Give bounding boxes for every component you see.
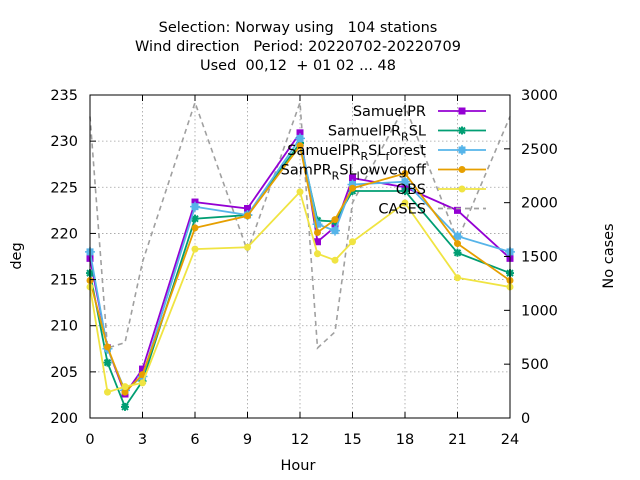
data-point-obs (139, 379, 146, 386)
y2-axis-label: No cases (601, 223, 617, 288)
y-tick-label: 235 (50, 88, 78, 104)
data-point-sampr-r-sl-l-owvegoff (332, 216, 339, 223)
x-tick-label: 24 (501, 432, 519, 448)
x-tick-label: 18 (396, 432, 414, 448)
data-point-sampr-r-sl-l-owvegoff (454, 240, 461, 247)
y2-tick-label: 500 (521, 357, 549, 373)
data-point-sampr-r-sl-l-owvegoff (244, 212, 251, 219)
legend-label-samuelpr-r-sl-f-orest: SamuelPRRSLforest (287, 143, 426, 163)
legend-label-part: SL (409, 124, 426, 140)
data-point-samuelpr-r-sl-f-orest (330, 226, 340, 236)
y-tick-label: 205 (50, 365, 78, 381)
legend-label-part: SamuelPR (353, 104, 426, 120)
x-tick-label: 9 (243, 432, 252, 448)
data-point-samuelpr-r-sl (121, 403, 129, 411)
data-point-sampr-r-sl-l-owvegoff (192, 224, 199, 231)
data-point-obs (332, 257, 339, 264)
legend-marker-samuelpr-r-sl-f-orest (457, 145, 467, 155)
y-tick-label: 230 (50, 134, 78, 150)
y-tick-label: 215 (50, 273, 78, 289)
legend-marker-sampr-r-sl-l-owvegoff (459, 166, 466, 173)
data-point-obs (314, 250, 321, 257)
x-tick-label: 3 (138, 432, 147, 448)
data-point-samuelpr-r-sl (454, 249, 462, 257)
y2-tick-label: 2000 (521, 196, 558, 212)
legend-label-part: SL (368, 143, 385, 159)
data-point-obs (297, 188, 304, 195)
legend-label-part: CASES (378, 202, 426, 218)
legend-label-part: orest (389, 143, 426, 159)
data-point-samuelpr-r-sl-f-orest (313, 219, 323, 229)
legend-marker-samuelpr (459, 108, 466, 115)
y2-tick-label: 3000 (521, 88, 558, 104)
y-axis-label: deg (9, 242, 25, 269)
y-tick-label: 225 (50, 180, 78, 196)
x-tick-label: 0 (85, 432, 94, 448)
x-tick-label: 12 (291, 432, 309, 448)
y-tick-label: 220 (50, 226, 78, 242)
legend-label-part: SamuelPR (287, 143, 360, 159)
legend-label-part: SamuelPR (328, 124, 401, 140)
data-point-sampr-r-sl-l-owvegoff (104, 343, 111, 350)
legend-label-cases: CASES (378, 202, 426, 218)
data-point-obs (454, 274, 461, 281)
legend-marker-obs (459, 186, 466, 193)
y-tick-label: 200 (50, 411, 78, 427)
legend-label-samuelpr: SamuelPR (353, 104, 426, 120)
legend-label-part: SL (339, 163, 356, 179)
chart-title-line-1: Selection: Norway using 104 stations (159, 20, 438, 36)
x-tick-label: 21 (448, 432, 466, 448)
x-tick-label: 6 (190, 432, 199, 448)
x-axis-label: Hour (281, 458, 316, 474)
data-point-obs (192, 246, 199, 253)
y2-tick-label: 1500 (521, 250, 558, 266)
data-point-samuelpr-r-sl (104, 359, 112, 367)
y2-tick-label: 1000 (521, 303, 558, 319)
data-point-samuelpr-r-sl-f-orest (190, 202, 200, 212)
legend-label-obs: OBS (396, 182, 426, 198)
data-point-obs (122, 383, 129, 390)
data-point-obs (349, 238, 356, 245)
data-point-sampr-r-sl-l-owvegoff (349, 185, 356, 192)
chart-title-line-3: Used 00,12 + 01 02 ... 48 (200, 58, 396, 74)
legend-label-part: owvegoff (360, 163, 427, 179)
legend-label-samuelpr-r-sl: SamuelPRRSL (328, 124, 426, 144)
y-tick-label: 210 (50, 319, 78, 335)
legend-marker-samuelpr-r-sl (458, 127, 466, 135)
x-tick-label: 15 (343, 432, 361, 448)
data-point-sampr-r-sl-l-owvegoff (314, 229, 321, 236)
data-point-samuelpr-r-sl-f-orest (295, 133, 305, 143)
legend-label-part: SamPR (281, 163, 332, 179)
chart-title-line-2: Wind direction Period: 20220702-20220709 (135, 39, 461, 55)
data-point-obs (104, 389, 111, 396)
y2-tick-label: 2500 (521, 142, 558, 158)
y2-tick-label: 0 (521, 411, 530, 427)
data-point-obs (244, 244, 251, 251)
legend-label-part: OBS (396, 182, 426, 198)
